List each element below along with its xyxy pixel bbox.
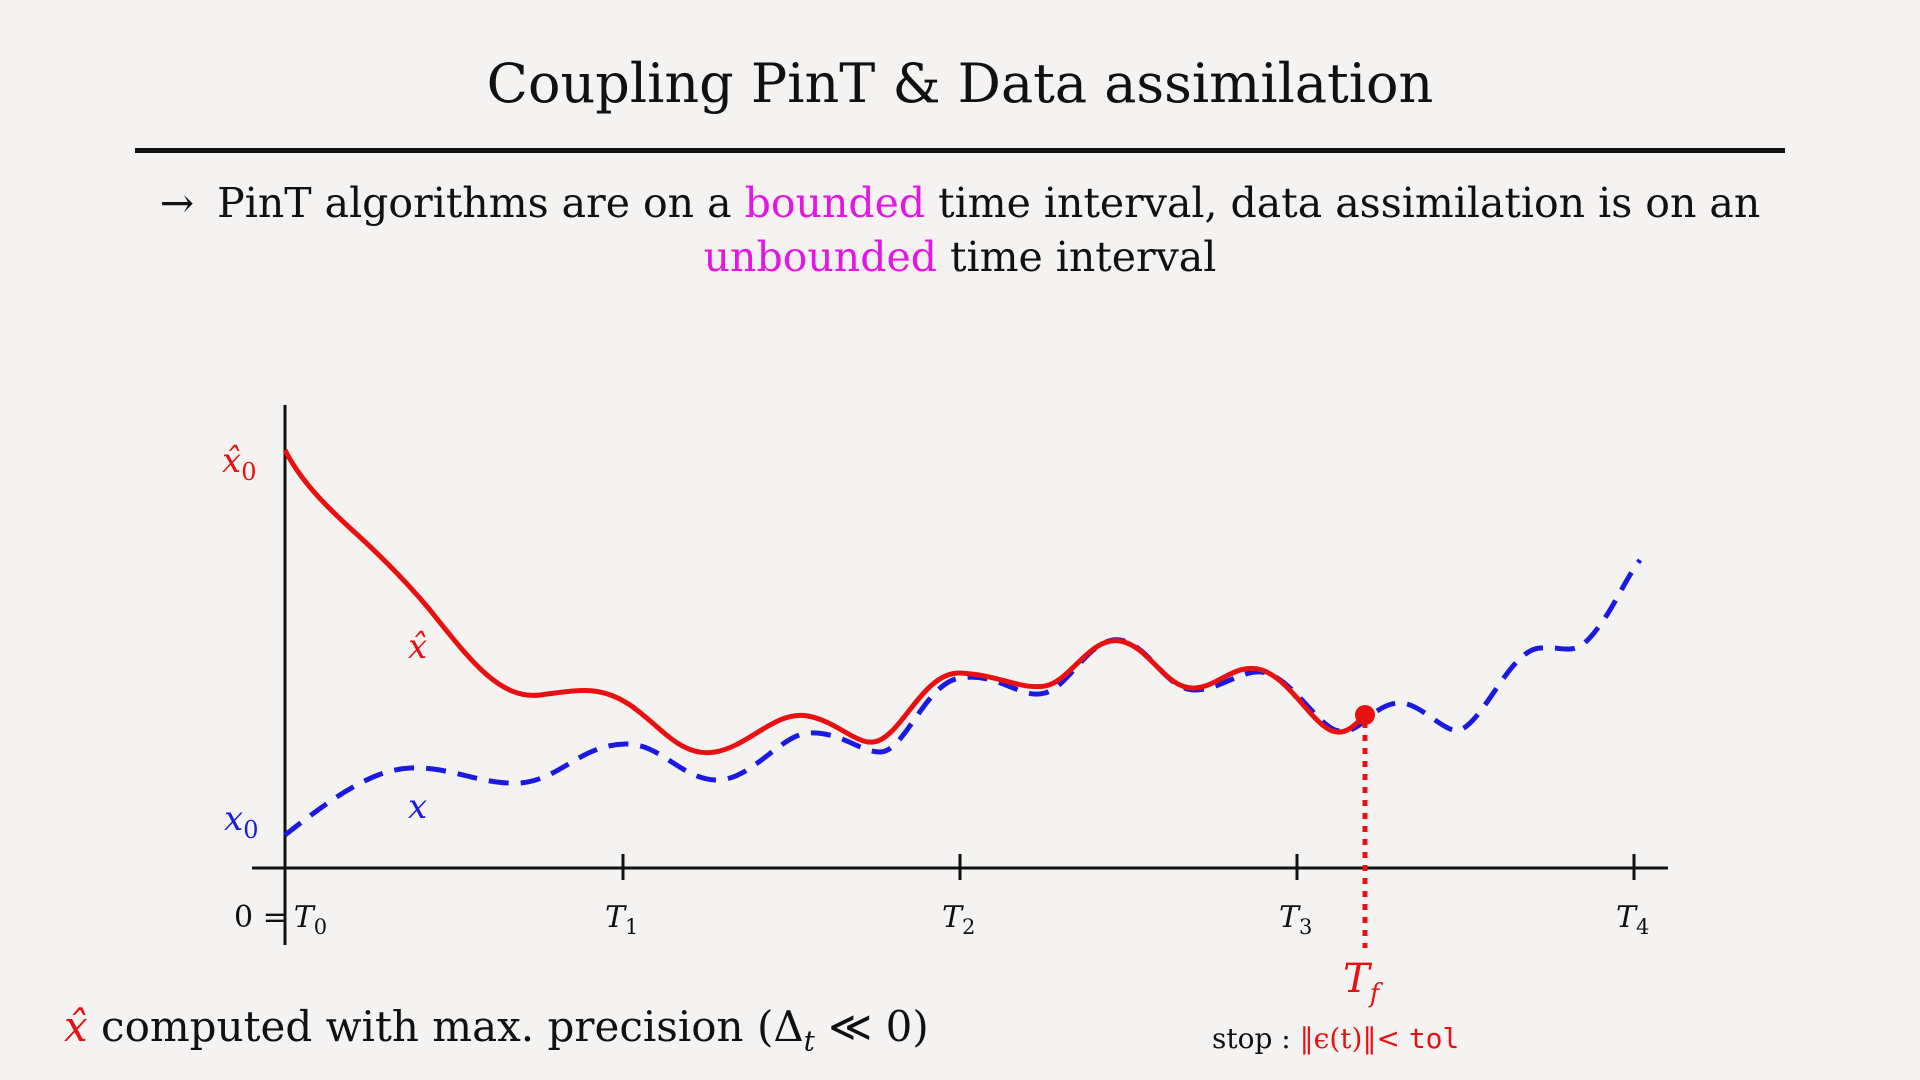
stop-label: stop : — [1212, 1022, 1291, 1055]
tf-label: Tf — [1343, 956, 1384, 1009]
note-subscript: t — [803, 1024, 815, 1058]
stop-tol: tol — [1408, 1022, 1460, 1055]
arrow-icon: → — [159, 179, 195, 227]
stop-condition: ‖ϵ(t)‖< — [1299, 1022, 1400, 1055]
t1-label: T1 — [605, 900, 638, 939]
x0-text: x — [224, 799, 243, 839]
note-text-end: ≪ 0) — [828, 1002, 929, 1051]
t2-label: T2 — [942, 900, 975, 939]
subtitle-highlight-unbounded: unbounded — [703, 233, 937, 281]
t0-label: 0 = T0 — [234, 900, 327, 939]
tf-point — [1355, 705, 1375, 725]
t3-label: T3 — [1279, 900, 1312, 939]
xhat-curve — [282, 448, 1367, 756]
note-symbol: x̂ — [64, 1002, 88, 1051]
subtitle-part3: time interval — [950, 233, 1217, 281]
x-curve — [283, 558, 1643, 837]
xhat0-text: x̂ — [222, 441, 241, 481]
subtitle-part2: time interval, data assimilation is on a… — [938, 179, 1761, 227]
x-curve-label: x — [408, 787, 427, 827]
slide-title: Coupling PinT & Data assimilation — [486, 52, 1434, 115]
subtitle-part1: PinT algorithms are on a — [217, 179, 732, 227]
xhat0-label: x̂0 — [222, 441, 256, 486]
x0-label: x0 — [224, 799, 258, 844]
precision-note: x̂ computed with max. precision (Δt ≪ 0) — [64, 1002, 929, 1057]
subtitle-highlight-bounded: bounded — [744, 179, 926, 227]
stop-criterion: stop : ‖ϵ(t)‖< tol — [1212, 1022, 1459, 1055]
t4-label: T4 — [1616, 900, 1649, 939]
t0-sub: 0 — [314, 915, 327, 939]
title-rule — [135, 148, 1785, 153]
subtitle: → PinT algorithms are on a bounded time … — [150, 176, 1770, 284]
note-text: computed with max. precision (Δ — [101, 1002, 804, 1051]
xhat-curve-label: x̂ — [408, 627, 427, 667]
t0-name: T — [294, 900, 316, 935]
t0-prefix: 0 = — [234, 900, 288, 935]
xhat0-sub: 0 — [241, 458, 256, 486]
x0-sub: 0 — [243, 816, 258, 844]
